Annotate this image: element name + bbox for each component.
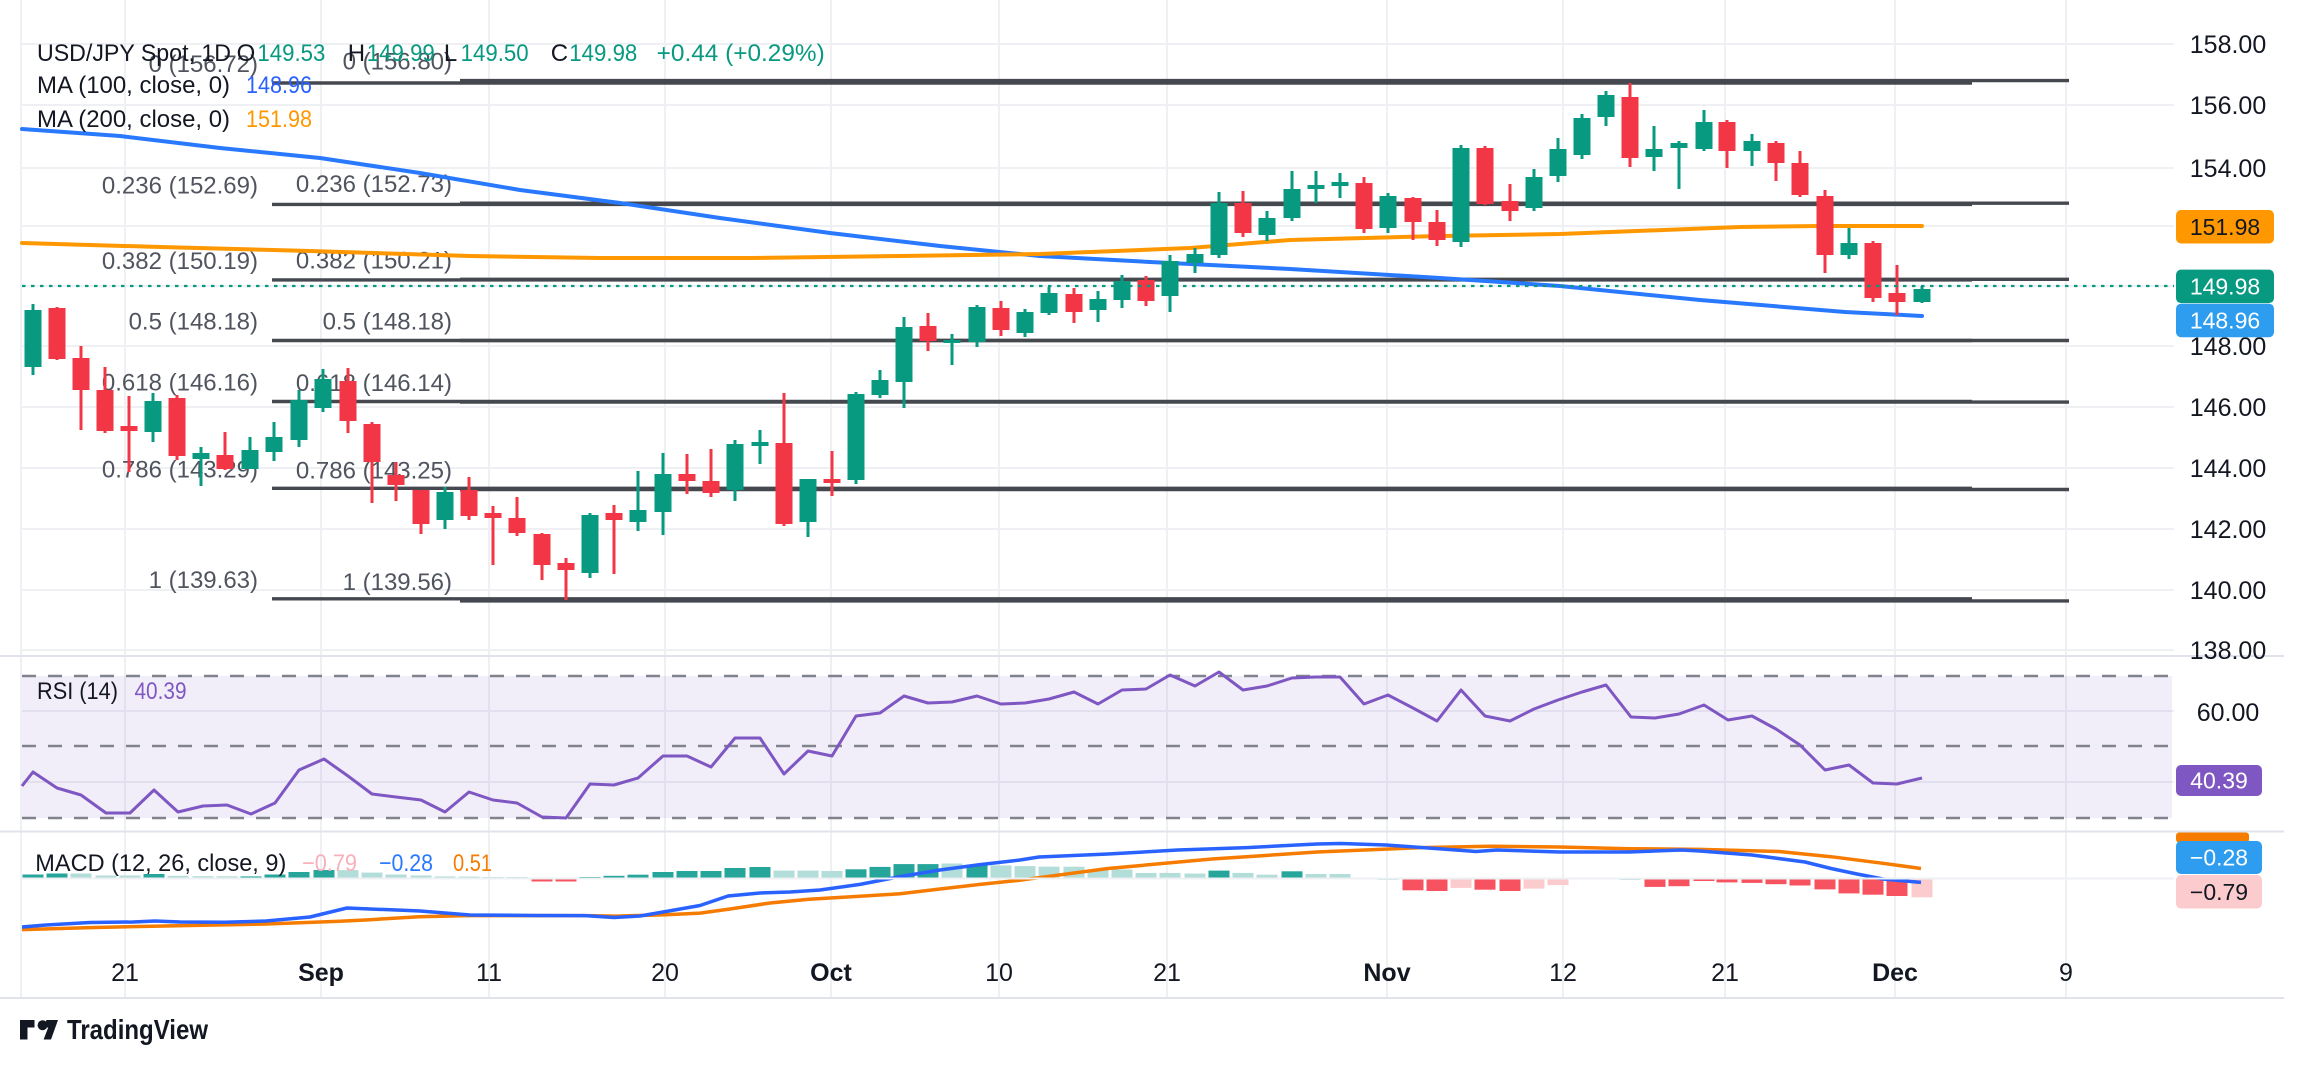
svg-text:142.00: 142.00 <box>2190 516 2266 544</box>
svg-text:0 (156.80): 0 (156.80) <box>343 49 452 76</box>
svg-text:H: H <box>348 40 365 67</box>
svg-text:60.00: 60.00 <box>2197 699 2260 727</box>
svg-text:0.786 (143.29): 0.786 (143.29) <box>102 456 258 483</box>
svg-text:21: 21 <box>1711 959 1739 987</box>
svg-text:Dec: Dec <box>1872 959 1918 987</box>
svg-text:TradingView: TradingView <box>67 1014 209 1045</box>
svg-text:154.00: 154.00 <box>2190 155 2266 183</box>
svg-text:144.00: 144.00 <box>2190 455 2266 483</box>
svg-text:40.39: 40.39 <box>2190 768 2248 794</box>
svg-text:148.96: 148.96 <box>246 72 312 99</box>
svg-text:0.5 (148.18): 0.5 (148.18) <box>323 309 452 336</box>
svg-text:10: 10 <box>985 959 1013 987</box>
svg-text:9: 9 <box>2059 959 2073 987</box>
svg-text:Nov: Nov <box>1363 959 1410 987</box>
svg-text:Oct: Oct <box>810 959 852 987</box>
svg-text:21: 21 <box>1153 959 1181 987</box>
svg-text:−0.79: −0.79 <box>2190 879 2248 905</box>
svg-text:21: 21 <box>111 959 139 987</box>
svg-text:+0.44 (+0.29%): +0.44 (+0.29%) <box>657 40 825 67</box>
svg-text:1 (139.56): 1 (139.56) <box>343 569 452 596</box>
svg-text:20: 20 <box>651 959 679 987</box>
svg-text:USD/JPY Spot, 1D: USD/JPY Spot, 1D <box>37 40 231 67</box>
svg-text:148.00: 148.00 <box>2190 333 2266 361</box>
svg-text:149.50: 149.50 <box>461 40 529 67</box>
svg-text:−0.28: −0.28 <box>379 850 433 877</box>
svg-text:146.00: 146.00 <box>2190 394 2266 422</box>
svg-text:0.5 (148.18): 0.5 (148.18) <box>129 309 258 336</box>
svg-text:149.53: 149.53 <box>257 40 325 67</box>
svg-text:MA (100, close, 0): MA (100, close, 0) <box>37 72 230 99</box>
svg-text:Sep: Sep <box>298 959 344 987</box>
svg-text:−0.79: −0.79 <box>302 850 357 877</box>
svg-text:0 (156.72): 0 (156.72) <box>149 51 258 78</box>
svg-text:148.96: 148.96 <box>2190 308 2260 334</box>
svg-text:156.00: 156.00 <box>2190 92 2266 120</box>
svg-text:0.618 (146.16): 0.618 (146.16) <box>102 370 258 397</box>
svg-text:MA (200, close, 0): MA (200, close, 0) <box>37 106 230 133</box>
svg-text:151.98: 151.98 <box>2190 214 2260 240</box>
svg-text:0.236 (152.69): 0.236 (152.69) <box>102 172 258 199</box>
svg-text:40.39: 40.39 <box>135 678 187 705</box>
svg-text:151.98: 151.98 <box>246 106 312 133</box>
svg-text:0.51: 0.51 <box>453 850 492 877</box>
svg-text:140.00: 140.00 <box>2190 577 2266 605</box>
svg-text:1 (139.63): 1 (139.63) <box>149 567 258 594</box>
svg-text:12: 12 <box>1549 959 1577 987</box>
svg-text:C: C <box>551 40 568 67</box>
svg-text:0.382 (150.19): 0.382 (150.19) <box>102 248 258 275</box>
svg-text:11: 11 <box>476 959 502 987</box>
svg-text:RSI (14): RSI (14) <box>37 678 118 705</box>
svg-text:138.00: 138.00 <box>2190 637 2266 665</box>
svg-text:149.98: 149.98 <box>2190 274 2260 300</box>
svg-text:MACD (12, 26, close, 9): MACD (12, 26, close, 9) <box>35 850 286 877</box>
svg-text:−0.28: −0.28 <box>2190 845 2248 871</box>
svg-text:149.99: 149.99 <box>367 40 435 67</box>
svg-text:L: L <box>444 40 457 67</box>
svg-text:158.00: 158.00 <box>2190 31 2266 59</box>
svg-text:O: O <box>237 40 256 67</box>
svg-text:149.98: 149.98 <box>569 40 637 67</box>
